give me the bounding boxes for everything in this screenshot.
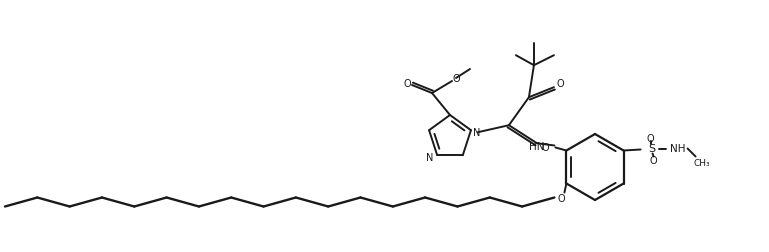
Text: O: O <box>541 143 549 153</box>
Text: O: O <box>558 193 565 203</box>
Text: CH₃: CH₃ <box>694 158 710 167</box>
Text: O: O <box>452 74 460 84</box>
Text: NH: NH <box>670 144 685 154</box>
Text: O: O <box>556 79 564 89</box>
Text: S: S <box>648 144 655 154</box>
Text: HN: HN <box>529 141 544 151</box>
Text: O: O <box>647 133 654 143</box>
Text: O: O <box>650 155 657 165</box>
Text: O: O <box>403 79 411 89</box>
Text: N: N <box>473 128 481 138</box>
Text: N: N <box>426 152 434 162</box>
